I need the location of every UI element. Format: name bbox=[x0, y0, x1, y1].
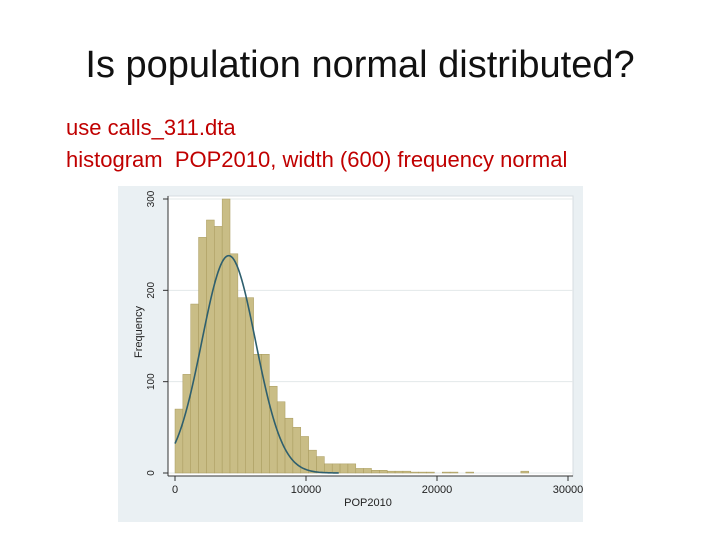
histogram-bar bbox=[316, 456, 325, 474]
histogram-bar bbox=[308, 449, 317, 474]
x-tick-label: 30000 bbox=[553, 484, 583, 496]
histogram-bar bbox=[331, 463, 341, 474]
y-tick-label: 100 bbox=[146, 373, 157, 390]
histogram-chart: 0 10000 20000 30000 0 100 200 300 POP2010 Frequ… bbox=[118, 186, 583, 522]
histogram-bars bbox=[174, 198, 529, 474]
histogram-bar bbox=[449, 471, 459, 474]
code-line-histogram: histogram POP2010, width (600) frequency… bbox=[66, 147, 568, 172]
histogram-bar bbox=[206, 219, 215, 474]
histogram-bar bbox=[386, 470, 396, 474]
histogram-bar bbox=[394, 470, 404, 474]
code-line-use: use calls_311.dta bbox=[66, 115, 236, 140]
y-axis-label: Frequency bbox=[133, 306, 145, 358]
x-tick-label: 20000 bbox=[422, 484, 453, 496]
histogram-bar bbox=[324, 463, 333, 474]
histogram-bar bbox=[253, 354, 262, 474]
histogram-bar bbox=[426, 471, 435, 474]
histogram-bar bbox=[441, 471, 451, 474]
slide-title: Is population normal distributed? bbox=[85, 44, 635, 86]
histogram-bar bbox=[363, 468, 372, 474]
x-tick-label: 10000 bbox=[291, 484, 322, 496]
histogram-bar bbox=[355, 468, 364, 474]
histogram-bar bbox=[269, 385, 278, 474]
histogram-bar bbox=[284, 417, 294, 474]
histogram-bar bbox=[520, 470, 529, 474]
histogram-bar bbox=[182, 374, 191, 474]
histogram-bar bbox=[410, 471, 419, 474]
histogram-bar bbox=[221, 198, 231, 474]
x-axis-label: POP2010 bbox=[344, 497, 392, 509]
histogram-bar bbox=[379, 470, 388, 474]
axes: 0 10000 20000 30000 0 100 200 300 bbox=[146, 190, 583, 496]
y-tick-label: 200 bbox=[146, 282, 157, 299]
x-tick-label: 0 bbox=[172, 484, 178, 496]
histogram-bar bbox=[229, 253, 239, 474]
histogram-bar bbox=[276, 401, 286, 474]
y-tick-label: 300 bbox=[146, 190, 157, 207]
histogram-bar bbox=[418, 471, 427, 474]
histogram-bar bbox=[339, 463, 349, 474]
normal-density-curve bbox=[174, 254, 339, 474]
y-tick-label: 0 bbox=[146, 470, 157, 476]
histogram-bar bbox=[402, 470, 412, 474]
histogram-bar bbox=[347, 463, 357, 474]
histogram-bar bbox=[465, 471, 474, 474]
histogram-bar bbox=[371, 470, 380, 474]
histogram-bar bbox=[237, 297, 246, 474]
